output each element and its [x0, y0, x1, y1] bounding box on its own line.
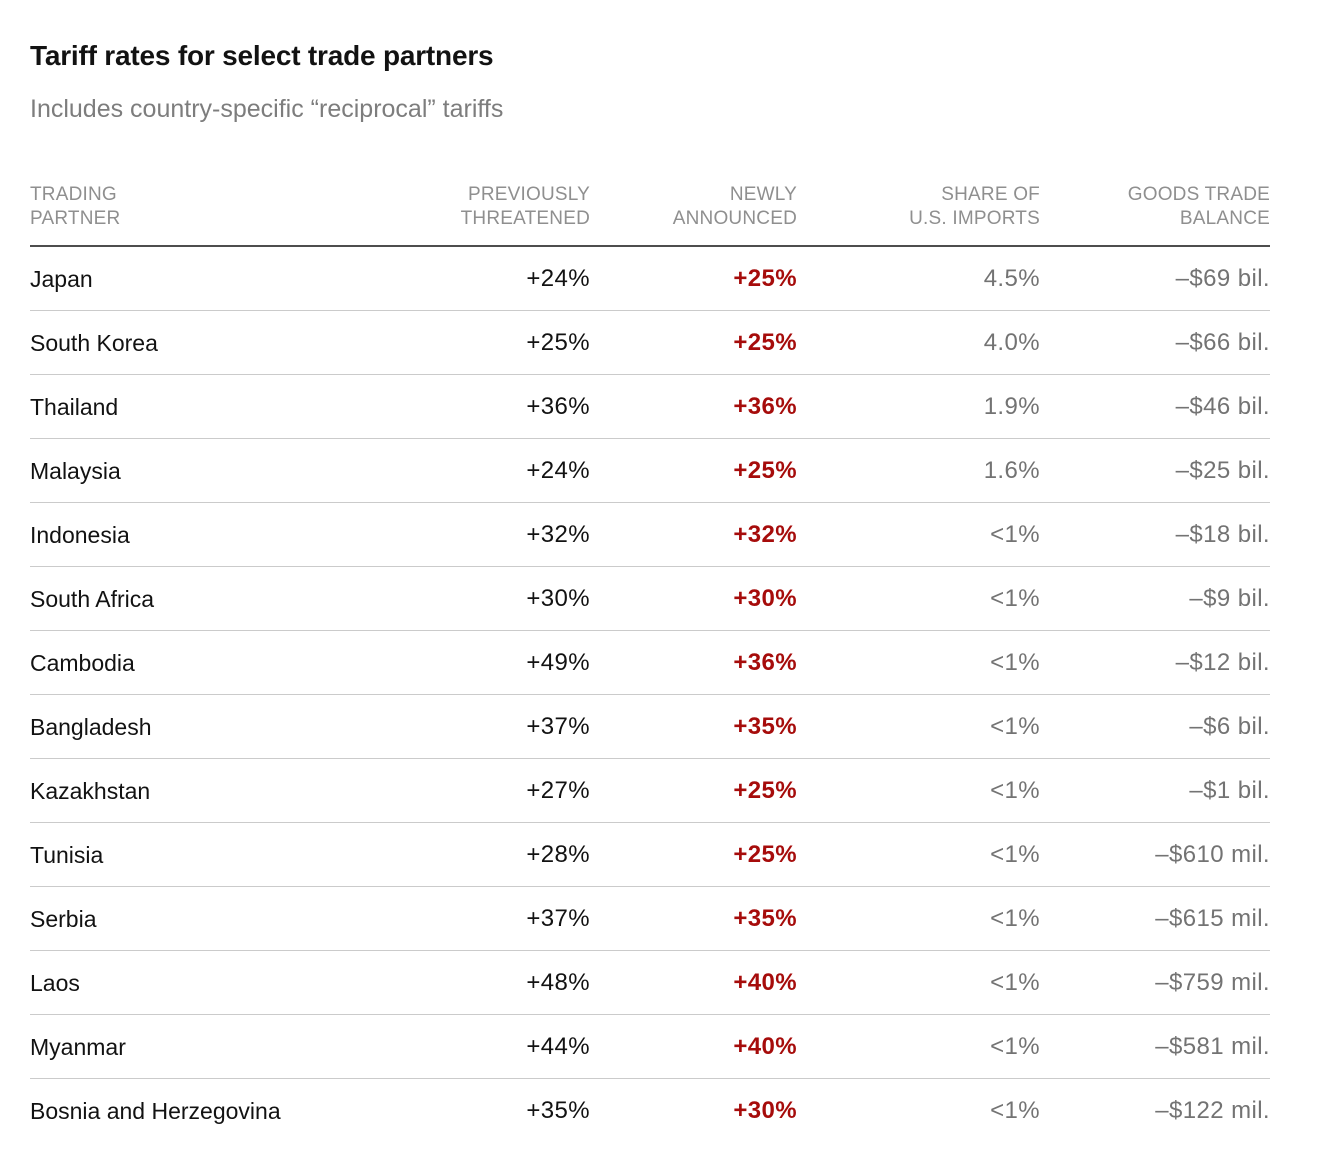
trade-balance-cell: –$759 mil. — [1155, 968, 1270, 996]
trade-balance-cell: –$66 bil. — [1175, 328, 1270, 356]
partner-cell: Serbia — [30, 905, 97, 932]
trade-balance-cell: –$9 bil. — [1189, 584, 1270, 612]
previously-threatened-cell: +37% — [526, 712, 590, 740]
table-row: Serbia +37% +35% <1% –$615 mil. — [30, 887, 1270, 951]
share-of-imports-cell: <1% — [990, 776, 1040, 804]
table-row: Indonesia +32% +32% <1% –$18 bil. — [30, 503, 1270, 567]
share-of-imports-cell: <1% — [990, 1032, 1040, 1060]
partner-cell: Bangladesh — [30, 713, 152, 740]
newly-announced-cell: +30% — [733, 584, 797, 612]
partner-cell: Bosnia and Herzegovina — [30, 1097, 281, 1124]
share-of-imports-cell: <1% — [990, 520, 1040, 548]
newly-announced-cell: +35% — [733, 904, 797, 932]
previously-threatened-cell: +49% — [526, 648, 590, 676]
column-header-trading-partner: TRADING PARTNER — [30, 184, 121, 229]
table-row: South Korea +25% +25% 4.0% –$66 bil. — [30, 311, 1270, 375]
partner-cell: Indonesia — [30, 521, 130, 548]
previously-threatened-cell: +35% — [526, 1096, 590, 1124]
column-header-share-of-us-imports: SHARE OF U.S. IMPORTS — [909, 184, 1040, 229]
table-row: Laos +48% +40% <1% –$759 mil. — [30, 951, 1270, 1015]
newly-announced-cell: +36% — [733, 648, 797, 676]
newly-announced-cell: +40% — [733, 968, 797, 996]
trade-balance-cell: –$69 bil. — [1175, 264, 1270, 292]
share-of-imports-cell: <1% — [990, 904, 1040, 932]
share-of-imports-cell: <1% — [990, 712, 1040, 740]
previously-threatened-cell: +48% — [526, 968, 590, 996]
trade-balance-cell: –$581 mil. — [1155, 1032, 1270, 1060]
share-of-imports-cell: 4.5% — [983, 264, 1040, 292]
previously-threatened-cell: +25% — [526, 328, 590, 356]
trade-balance-cell: –$12 bil. — [1175, 648, 1270, 676]
trade-balance-cell: –$18 bil. — [1175, 520, 1270, 548]
newly-announced-cell: +25% — [733, 456, 797, 484]
previously-threatened-cell: +28% — [526, 840, 590, 868]
previously-threatened-cell: +37% — [526, 904, 590, 932]
table-row: South Africa +30% +30% <1% –$9 bil. — [30, 567, 1270, 631]
table-row: Myanmar +44% +40% <1% –$581 mil. — [30, 1015, 1270, 1079]
share-of-imports-cell: 1.6% — [983, 456, 1040, 484]
table-row: Japan +24% +25% 4.5% –$69 bil. — [30, 247, 1270, 311]
previously-threatened-cell: +24% — [526, 264, 590, 292]
share-of-imports-cell: 4.0% — [983, 328, 1040, 356]
partner-cell: Japan — [30, 265, 93, 292]
newly-announced-cell: +40% — [733, 1032, 797, 1060]
share-of-imports-cell: 1.9% — [983, 392, 1040, 420]
share-of-imports-cell: <1% — [990, 584, 1040, 612]
newly-announced-cell: +36% — [733, 392, 797, 420]
newly-announced-cell: +25% — [733, 776, 797, 804]
partner-cell: Laos — [30, 969, 80, 996]
trade-balance-cell: –$25 bil. — [1175, 456, 1270, 484]
table-header-row: TRADING PARTNER PREVIOUSLY THREATENED NE… — [30, 183, 1270, 247]
newly-announced-cell: +35% — [733, 712, 797, 740]
column-header-newly-announced: NEWLY ANNOUNCED — [672, 184, 797, 229]
partner-cell: Cambodia — [30, 649, 135, 676]
share-of-imports-cell: <1% — [990, 1096, 1040, 1124]
newly-announced-cell: +25% — [733, 264, 797, 292]
partner-cell: South Africa — [30, 585, 155, 612]
share-of-imports-cell: <1% — [990, 648, 1040, 676]
newly-announced-cell: +25% — [733, 840, 797, 868]
table-row: Kazakhstan +27% +25% <1% –$1 bil. — [30, 759, 1270, 823]
column-header-previously-threatened: PREVIOUSLY THREATENED — [460, 184, 590, 229]
table-row: Thailand +36% +36% 1.9% –$46 bil. — [30, 375, 1270, 439]
share-of-imports-cell: <1% — [990, 840, 1040, 868]
trade-balance-cell: –$1 bil. — [1189, 776, 1270, 804]
table-body: Japan +24% +25% 4.5% –$69 bil. South Korea +25… — [30, 247, 1270, 1142]
table-row: Cambodia +49% +36% <1% –$12 bil. — [30, 631, 1270, 695]
trade-balance-cell: –$6 bil. — [1189, 712, 1270, 740]
table-row: Bosnia and Herzegovina +35% +30% <1% –$122 m… — [30, 1079, 1270, 1142]
previously-threatened-cell: +24% — [526, 456, 590, 484]
column-header-goods-trade-balance: GOODS TRADE BALANCE — [1127, 184, 1270, 229]
partner-cell: Malaysia — [30, 457, 121, 484]
trade-balance-cell: –$615 mil. — [1155, 904, 1270, 932]
trade-balance-cell: –$46 bil. — [1175, 392, 1270, 420]
tariff-table: TRADING PARTNER PREVIOUSLY THREATENED NE… — [30, 183, 1270, 1142]
previously-threatened-cell: +36% — [526, 392, 590, 420]
partner-cell: Kazakhstan — [30, 777, 151, 804]
table-row: Tunisia +28% +25% <1% –$610 mil. — [30, 823, 1270, 887]
previously-threatened-cell: +30% — [526, 584, 590, 612]
partner-cell: Tunisia — [30, 841, 104, 868]
newly-announced-cell: +25% — [733, 328, 797, 356]
page-title: Tariff rates for select trade partners — [30, 40, 494, 71]
newly-announced-cell: +32% — [733, 520, 797, 548]
newly-announced-cell: +30% — [733, 1096, 797, 1124]
partner-cell: Myanmar — [30, 1033, 126, 1060]
previously-threatened-cell: +44% — [526, 1032, 590, 1060]
table-row: Malaysia +24% +25% 1.6% –$25 bil. — [30, 439, 1270, 503]
trade-balance-cell: –$610 mil. — [1155, 840, 1270, 868]
table-row: Bangladesh +37% +35% <1% –$6 bil. — [30, 695, 1270, 759]
previously-threatened-cell: +27% — [526, 776, 590, 804]
share-of-imports-cell: <1% — [990, 968, 1040, 996]
partner-cell: South Korea — [30, 329, 158, 356]
page-subtitle: Includes country-specific “reciprocal” t… — [30, 95, 504, 123]
trade-balance-cell: –$122 mil. — [1155, 1096, 1270, 1124]
partner-cell: Thailand — [30, 393, 119, 420]
previously-threatened-cell: +32% — [526, 520, 590, 548]
